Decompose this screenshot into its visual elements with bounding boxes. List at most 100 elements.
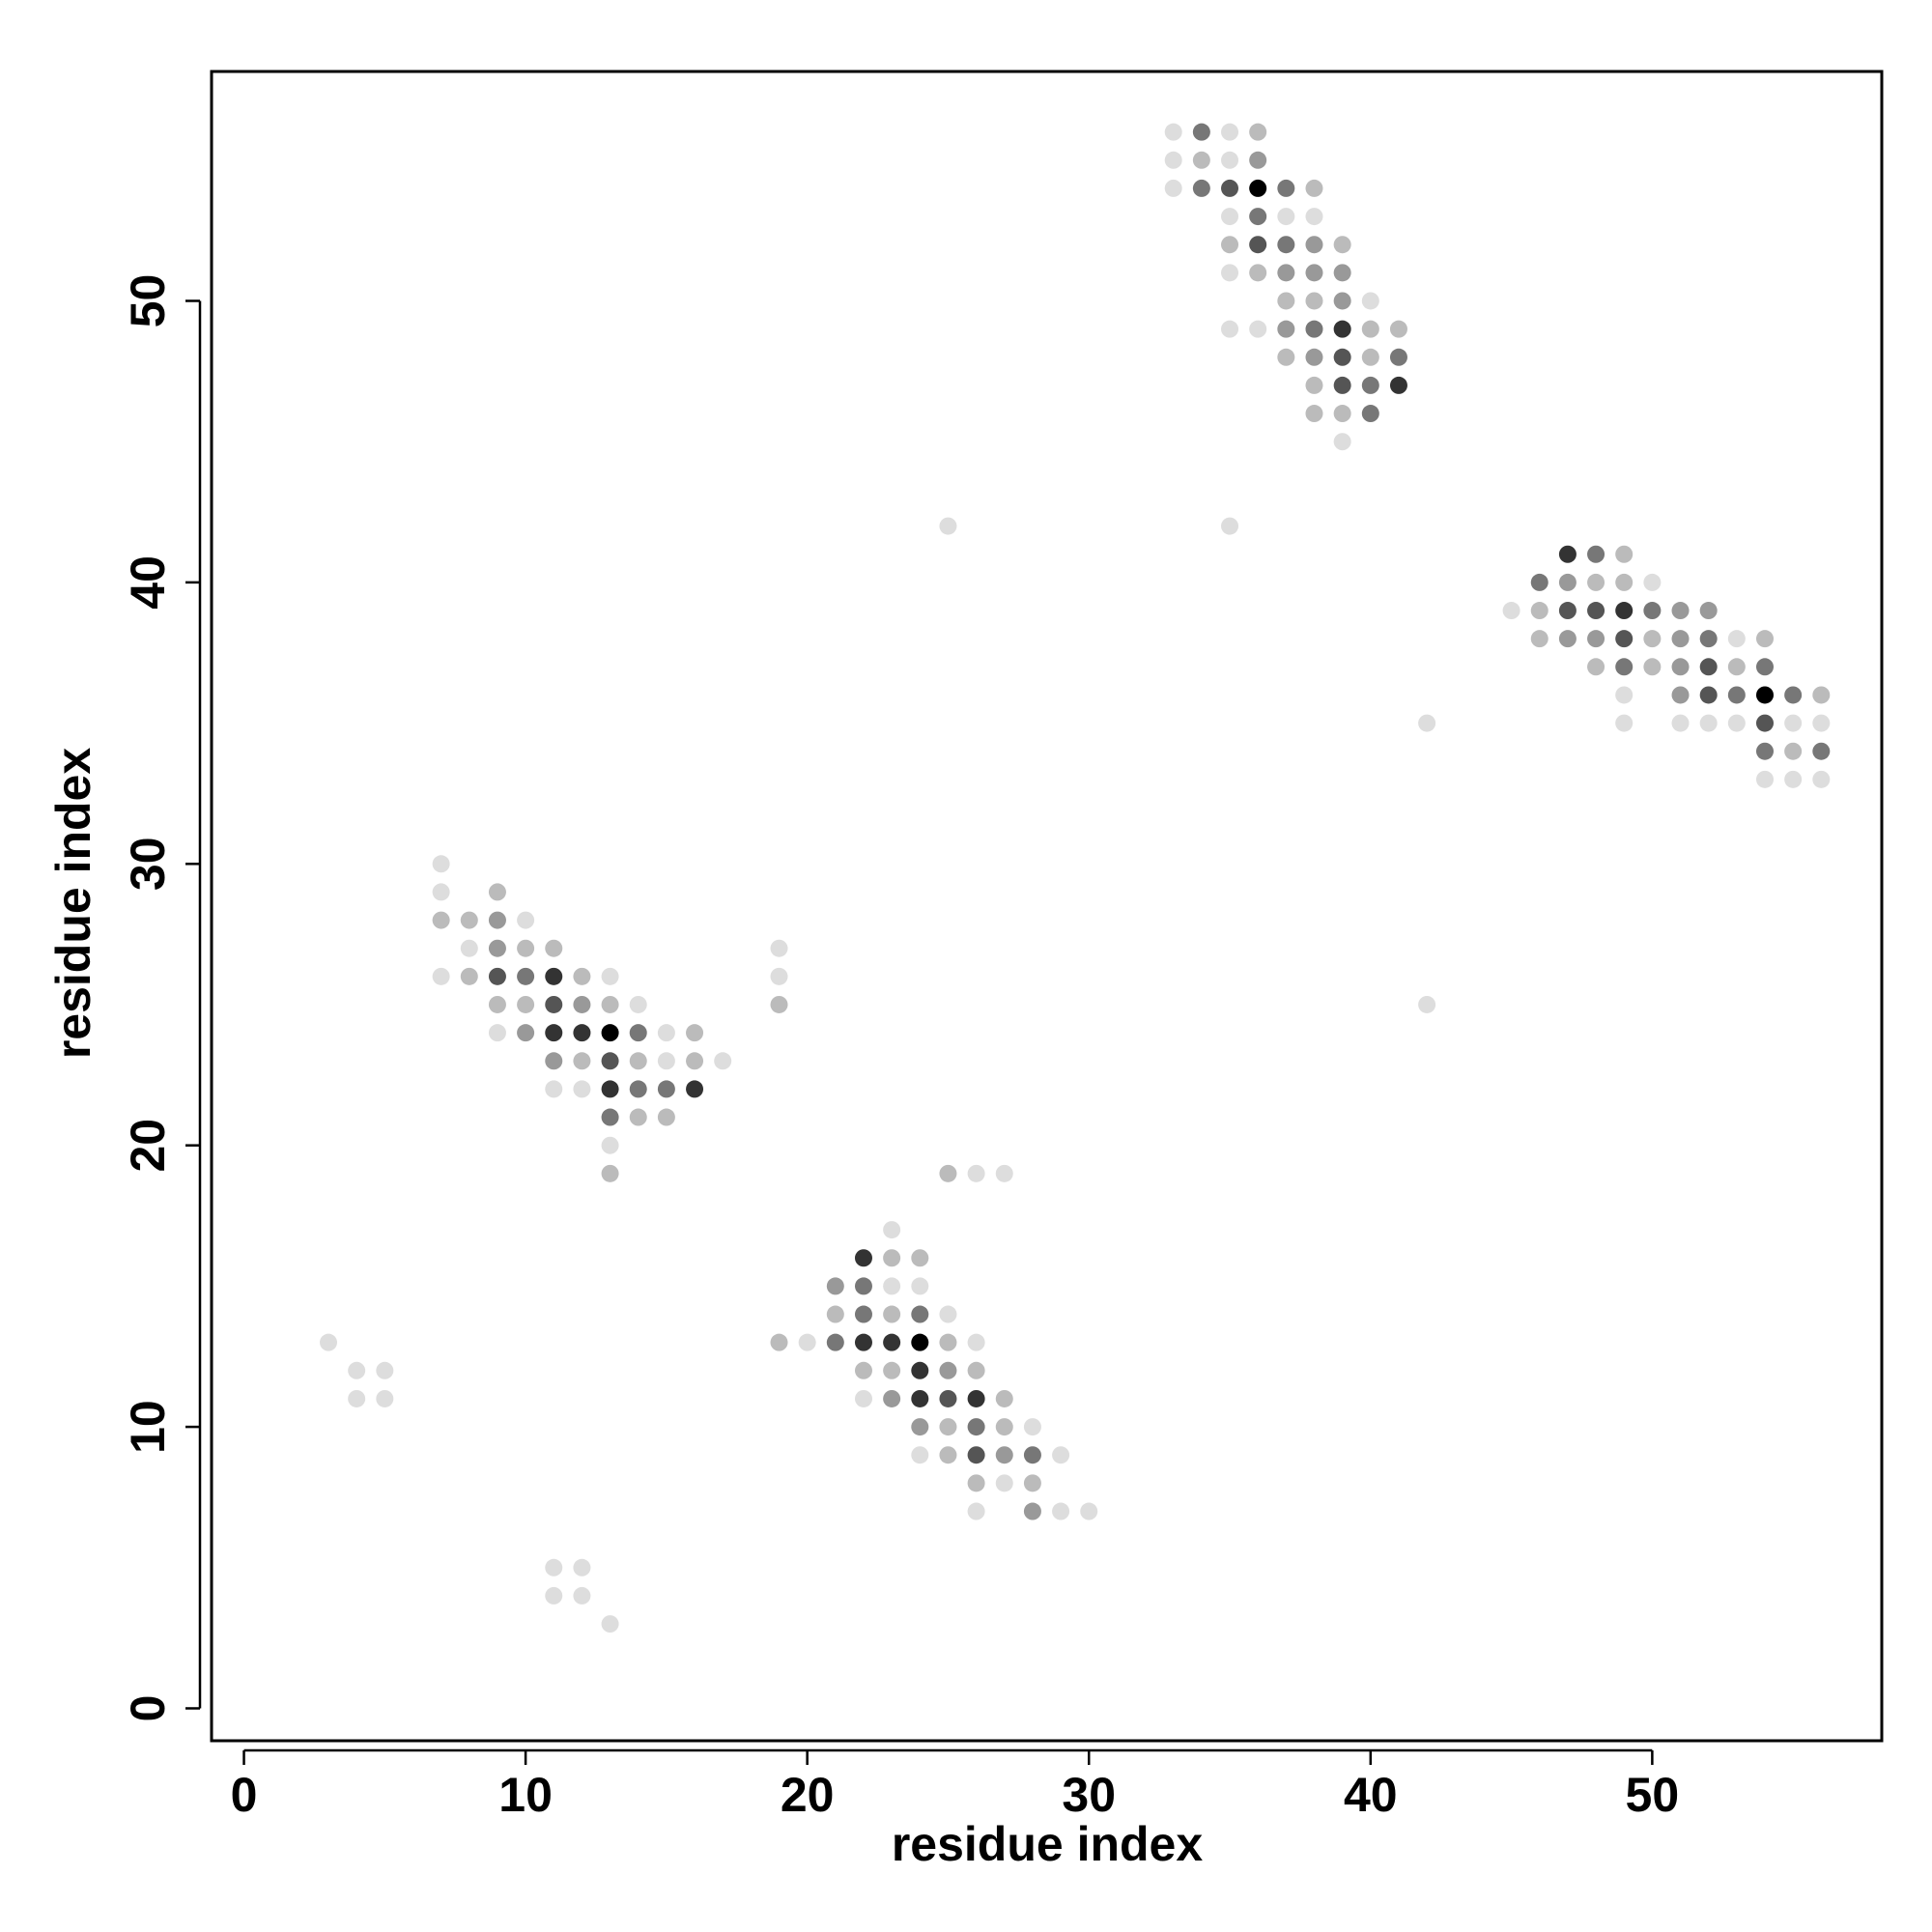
point <box>1755 714 1774 732</box>
point <box>826 1305 844 1323</box>
point <box>939 1446 957 1464</box>
point <box>1249 179 1267 197</box>
point <box>1727 686 1746 704</box>
point <box>995 1164 1013 1182</box>
point <box>1192 151 1210 169</box>
point <box>995 1418 1013 1436</box>
point <box>1249 151 1267 169</box>
point <box>1530 602 1548 620</box>
point <box>1080 1502 1098 1520</box>
point <box>1361 405 1379 423</box>
point <box>1615 602 1634 620</box>
point <box>1699 602 1718 620</box>
point <box>601 1080 619 1098</box>
point <box>686 1052 704 1070</box>
point <box>939 1361 957 1379</box>
point <box>545 967 563 985</box>
point <box>883 1333 901 1351</box>
point <box>1305 405 1323 423</box>
point <box>545 1586 563 1605</box>
point <box>1727 630 1746 648</box>
point <box>488 883 506 901</box>
x-tick-label: 30 <box>1062 1768 1116 1822</box>
point <box>1643 630 1662 648</box>
point <box>1587 573 1605 591</box>
point <box>1277 208 1295 226</box>
point <box>629 1052 647 1070</box>
point <box>1784 742 1803 760</box>
point <box>1164 179 1182 197</box>
point <box>320 1333 338 1351</box>
point <box>1389 348 1407 366</box>
point <box>573 995 591 1013</box>
y-tick-label: 50 <box>121 274 175 328</box>
point <box>1671 658 1690 676</box>
point <box>1305 348 1323 366</box>
point <box>911 1446 929 1464</box>
point <box>1333 236 1351 254</box>
point <box>770 995 788 1013</box>
point <box>1052 1446 1070 1464</box>
point <box>967 1164 985 1182</box>
point <box>1587 658 1605 676</box>
point <box>854 1389 872 1407</box>
point <box>1333 264 1351 282</box>
point <box>517 995 535 1013</box>
point <box>911 1277 929 1295</box>
point <box>1192 179 1210 197</box>
point <box>995 1446 1013 1464</box>
point <box>1164 151 1182 169</box>
point <box>1249 236 1267 254</box>
point <box>1530 630 1548 648</box>
point <box>1615 545 1634 563</box>
point <box>376 1361 394 1379</box>
point <box>488 1024 506 1042</box>
point <box>854 1305 872 1323</box>
point <box>601 967 619 985</box>
point <box>1221 179 1239 197</box>
point <box>1361 292 1379 310</box>
point <box>1812 714 1831 732</box>
x-tick-label: 20 <box>781 1768 835 1822</box>
point <box>601 1024 619 1042</box>
point <box>1052 1502 1070 1520</box>
point <box>939 1164 957 1182</box>
point <box>1699 630 1718 648</box>
point <box>517 1024 535 1042</box>
point <box>1249 208 1267 226</box>
point <box>1615 573 1634 591</box>
point <box>1305 376 1323 394</box>
point <box>1023 1474 1041 1492</box>
point <box>1023 1502 1041 1520</box>
point <box>1164 123 1182 141</box>
point <box>517 939 535 957</box>
point <box>1615 658 1634 676</box>
point <box>629 1080 647 1098</box>
point <box>854 1333 872 1351</box>
point <box>1361 348 1379 366</box>
point <box>967 1361 985 1379</box>
point <box>1699 714 1718 732</box>
point <box>911 1361 929 1379</box>
point <box>517 967 535 985</box>
point <box>798 1333 816 1351</box>
point <box>911 1333 929 1351</box>
point <box>1389 320 1407 338</box>
point <box>488 911 506 929</box>
y-tick-label: 30 <box>121 837 175 891</box>
point <box>1277 348 1295 366</box>
point <box>376 1389 394 1407</box>
point <box>1587 630 1605 648</box>
y-tick-label: 40 <box>121 555 175 610</box>
point <box>1643 602 1662 620</box>
point <box>1333 320 1351 338</box>
point <box>1418 995 1436 1013</box>
point <box>1249 320 1267 338</box>
point <box>1221 320 1239 338</box>
point <box>1699 658 1718 676</box>
point <box>1277 320 1295 338</box>
point <box>883 1305 901 1323</box>
point <box>1221 151 1239 169</box>
point <box>517 911 535 929</box>
point <box>995 1389 1013 1407</box>
